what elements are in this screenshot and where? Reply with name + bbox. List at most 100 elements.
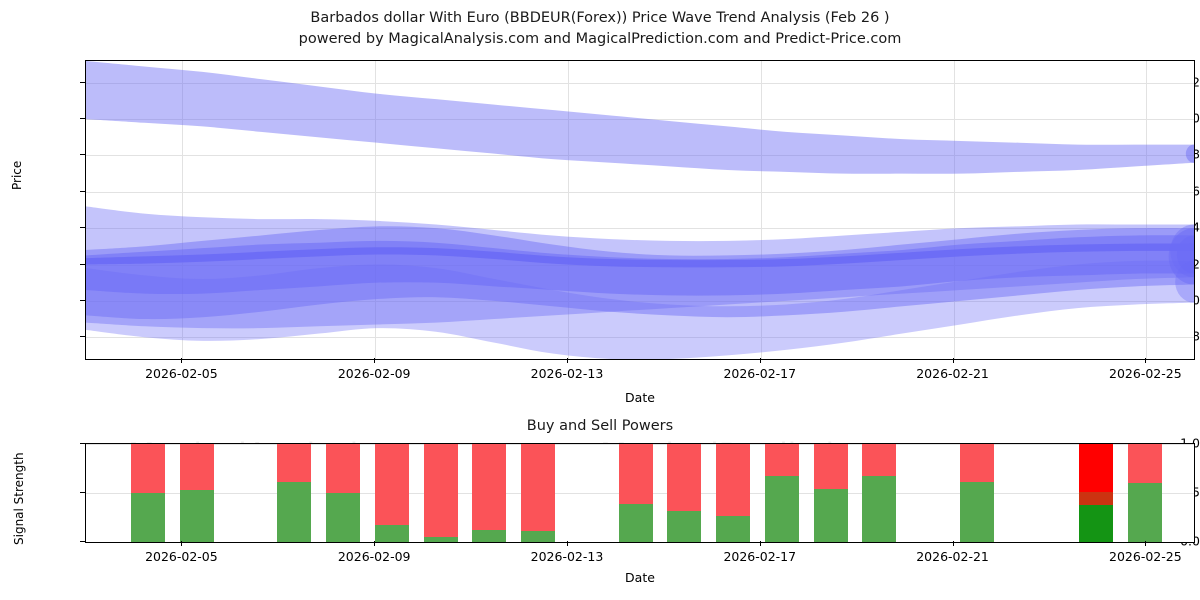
title-line-2: powered by MagicalAnalysis.com and Magic… bbox=[298, 31, 902, 47]
signal-bar[interactable] bbox=[374, 444, 409, 542]
price-wave-bands bbox=[86, 61, 1194, 359]
x-tick-mark bbox=[566, 541, 568, 546]
signal-plot-area bbox=[85, 443, 1195, 543]
sell-power-segment bbox=[423, 444, 458, 538]
gridline-vertical bbox=[375, 61, 377, 359]
x-tick-mark bbox=[759, 541, 761, 546]
buy-power-segment bbox=[131, 493, 166, 542]
x-tick-mark bbox=[374, 358, 376, 363]
x-tick-mark bbox=[566, 358, 568, 363]
signal-bar[interactable] bbox=[423, 444, 458, 542]
wave-band-lower-tail bbox=[86, 260, 1194, 359]
buy-power-segment bbox=[179, 490, 214, 542]
signal-bar[interactable] bbox=[472, 444, 507, 542]
wave-band-cap bbox=[1190, 243, 1194, 251]
y-tick-mark bbox=[80, 263, 85, 265]
sell-power-segment bbox=[326, 444, 361, 493]
sell-power-segment bbox=[1128, 444, 1163, 484]
buy-power-segment bbox=[521, 531, 556, 542]
gridline-horizontal bbox=[86, 337, 1194, 339]
y-tick-mark bbox=[80, 541, 85, 542]
buy-power-segment bbox=[374, 525, 409, 542]
buy-power-segment bbox=[1128, 483, 1163, 542]
x-tick-mark bbox=[181, 358, 183, 363]
page-title: Barbados dollar With Euro (BBDEUR(Forex)… bbox=[0, 8, 1200, 50]
sell-power-segment bbox=[277, 444, 312, 483]
x-tick-mark bbox=[952, 541, 954, 546]
signal-bar[interactable] bbox=[813, 444, 848, 542]
x-tick-label: 2026-02-09 bbox=[337, 366, 411, 381]
sell-power-segment bbox=[862, 444, 897, 477]
sell-power-segment bbox=[179, 444, 214, 491]
x-tick-label: 2026-02-05 bbox=[145, 366, 218, 381]
y-tick-mark bbox=[80, 336, 85, 338]
y-tick-mark bbox=[80, 227, 85, 229]
buy-power-segment bbox=[326, 493, 361, 542]
gridline-vertical bbox=[567, 61, 569, 359]
price-plot-area bbox=[85, 60, 1195, 360]
signal-bar[interactable] bbox=[326, 444, 361, 542]
signal-chart-title: Buy and Sell Powers bbox=[526, 418, 674, 434]
buy-power-segment bbox=[1079, 504, 1114, 542]
sell-power-segment bbox=[813, 444, 848, 490]
sell-power-segment bbox=[618, 444, 653, 504]
sell-power-segment bbox=[131, 444, 166, 493]
sell-power-segment bbox=[716, 444, 751, 516]
signal-bar[interactable] bbox=[667, 444, 702, 542]
signal-bar[interactable] bbox=[131, 444, 166, 542]
signal-bar[interactable] bbox=[959, 444, 994, 542]
wave-band-upper-channel bbox=[86, 61, 1194, 174]
x-tick-mark bbox=[1145, 541, 1147, 546]
gridline-horizontal bbox=[86, 119, 1194, 121]
y-tick-mark bbox=[80, 443, 85, 444]
y-tick-mark bbox=[80, 154, 85, 156]
signal-bar[interactable] bbox=[1128, 444, 1163, 542]
sell-power-transition-band bbox=[1079, 492, 1114, 505]
signal-bar[interactable] bbox=[179, 444, 214, 542]
x-tick-label: 2026-02-17 bbox=[723, 549, 797, 564]
y-tick-mark bbox=[80, 81, 85, 83]
price-axis-label: Price bbox=[10, 160, 24, 190]
gridline-vertical bbox=[760, 61, 762, 359]
signal-x-axis-label: Date bbox=[625, 570, 655, 585]
wave-band-cap bbox=[1175, 260, 1194, 303]
x-tick-label: 2026-02-25 bbox=[1109, 366, 1182, 381]
signal-bar[interactable] bbox=[521, 444, 556, 542]
x-tick-mark bbox=[374, 541, 376, 546]
y-tick-mark bbox=[80, 190, 85, 192]
y-tick-mark bbox=[80, 492, 85, 493]
x-tick-mark bbox=[759, 358, 761, 363]
y-tick-mark bbox=[80, 118, 85, 120]
gridline-horizontal bbox=[86, 300, 1194, 302]
x-tick-label: 2026-02-13 bbox=[530, 549, 604, 564]
signal-bar[interactable] bbox=[1079, 444, 1114, 542]
signal-bar[interactable] bbox=[618, 444, 653, 542]
buy-power-segment bbox=[716, 515, 751, 542]
gridline-horizontal bbox=[86, 228, 1194, 230]
gridline-vertical bbox=[182, 61, 184, 359]
x-tick-label: 2026-02-21 bbox=[916, 366, 989, 381]
buy-power-segment bbox=[667, 510, 702, 542]
title-line-1: Barbados dollar With Euro (BBDEUR(Forex)… bbox=[310, 10, 890, 26]
gridline-horizontal bbox=[86, 191, 1194, 193]
sell-power-segment bbox=[374, 444, 409, 526]
signal-bar[interactable] bbox=[277, 444, 312, 542]
y-tick-mark bbox=[80, 299, 85, 301]
gridline-vertical bbox=[953, 61, 955, 359]
sell-power-segment bbox=[667, 444, 702, 511]
x-tick-label: 2026-02-25 bbox=[1109, 549, 1182, 564]
sell-power-segment bbox=[764, 444, 799, 477]
signal-bar[interactable] bbox=[862, 444, 897, 542]
signal-axis-label: Signal Strength bbox=[12, 452, 26, 545]
x-tick-label: 2026-02-13 bbox=[530, 366, 604, 381]
gridline-vertical bbox=[1146, 61, 1148, 359]
signal-bar[interactable] bbox=[716, 444, 751, 542]
signal-bar[interactable] bbox=[764, 444, 799, 542]
sell-power-segment bbox=[959, 444, 994, 483]
buy-power-segment bbox=[277, 482, 312, 542]
gridline-horizontal bbox=[86, 82, 1194, 84]
buy-power-segment bbox=[959, 482, 994, 542]
buy-power-segment bbox=[423, 537, 458, 542]
sell-power-segment bbox=[521, 444, 556, 532]
